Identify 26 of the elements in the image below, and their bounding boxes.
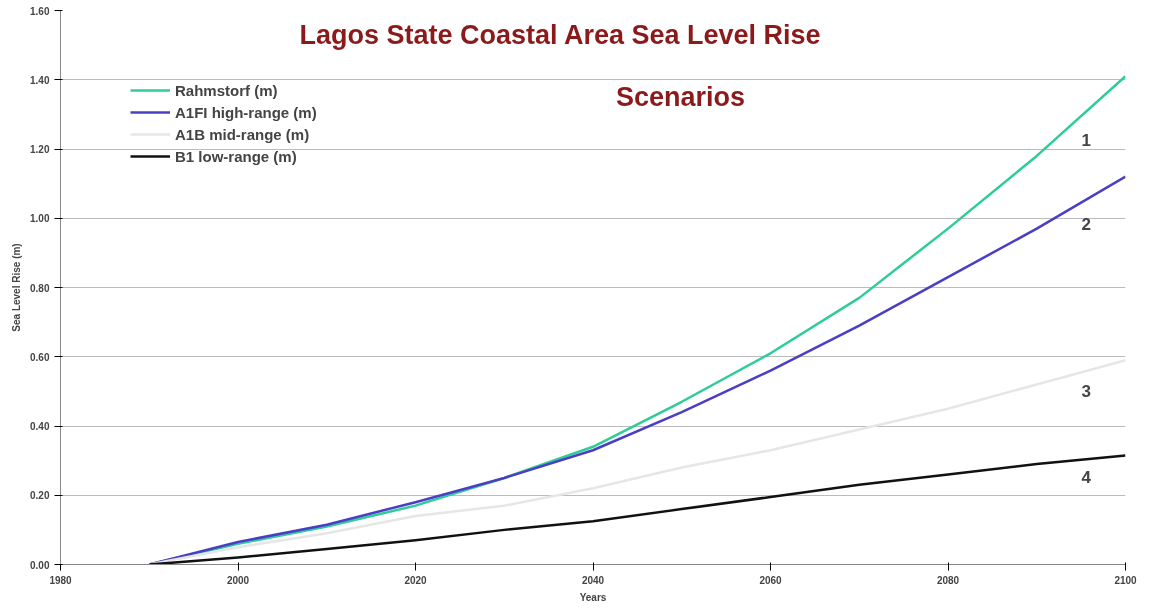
legend-label: B1 low-range (m)	[175, 147, 297, 165]
x-tick-label: 1980	[49, 574, 73, 586]
annotation: 2	[1081, 214, 1091, 234]
annotation: 1	[1081, 131, 1091, 151]
annotation: 4	[1081, 467, 1092, 487]
y-tick-label: 1.20	[30, 144, 50, 155]
y-tick-label: 0.20	[30, 490, 50, 502]
x-tick-label: 2000	[226, 574, 250, 586]
y-tick-label: 1.60	[30, 5, 50, 17]
y-tick-label: 0.00	[30, 559, 50, 571]
x-tick-label: 2100	[1114, 574, 1138, 586]
y-tick-label: 1.40	[30, 74, 50, 86]
y-tick-label: 0.60	[30, 351, 50, 363]
y-axis-title: Sea Level Rise (m)	[11, 243, 23, 332]
legend-label: A1B mid-range (m)	[175, 125, 310, 143]
y-tick-label: 1.00	[30, 213, 50, 225]
x-tick-label: 2060	[759, 574, 783, 586]
line-series	[148, 454, 1126, 565]
x-axis-title: Years	[579, 591, 607, 603]
x-tick-label: 2040	[581, 574, 605, 586]
y-tick-label: 0.80	[30, 282, 50, 294]
x-tick-label: 2020	[404, 574, 428, 586]
x-tick-label: 2080	[936, 574, 960, 586]
y-tick-label: 0.40	[30, 421, 50, 432]
annotation: 3	[1081, 381, 1091, 401]
legend-label: Rahmstorf (m)	[175, 81, 278, 99]
